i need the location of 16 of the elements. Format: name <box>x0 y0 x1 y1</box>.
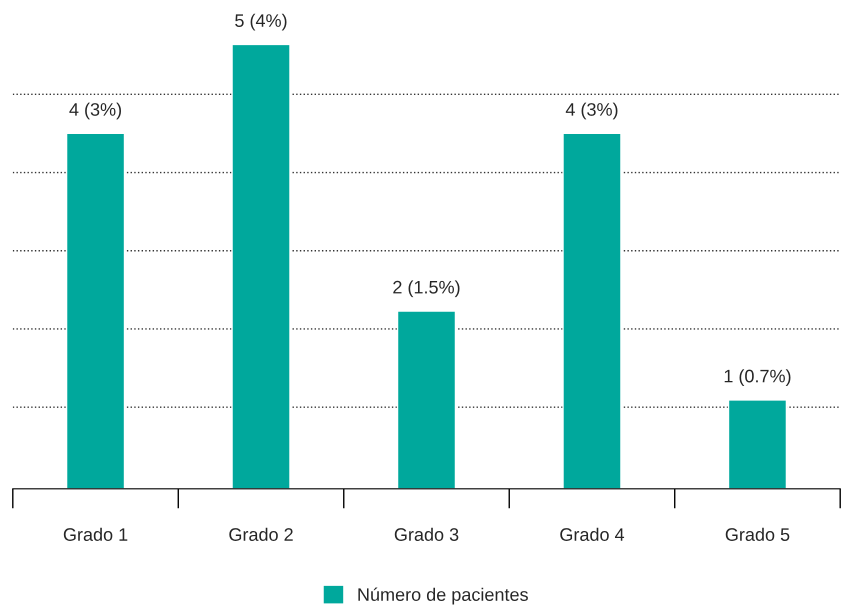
x-tick-label: Grado 2 <box>229 528 293 541</box>
text: 5 (4%) <box>235 14 286 31</box>
bar <box>66 132 126 489</box>
x-tick-label: Grado 4 <box>560 528 624 541</box>
x-tick-label: Grado 3 <box>394 528 458 541</box>
text: 1 (0.7%) <box>724 369 790 386</box>
bar <box>396 310 456 489</box>
x-tick-label: Grado 1 <box>64 528 128 541</box>
bar <box>562 132 622 489</box>
legend-label: Número de pacientes <box>358 587 528 605</box>
bar <box>728 399 788 489</box>
x-tick-label: Grado 5 <box>726 528 790 541</box>
text: 4 (3%) <box>566 102 618 120</box>
bar <box>231 44 291 489</box>
text: 4 (3%) <box>69 102 122 120</box>
text: 2 (1.5%) <box>393 280 460 298</box>
